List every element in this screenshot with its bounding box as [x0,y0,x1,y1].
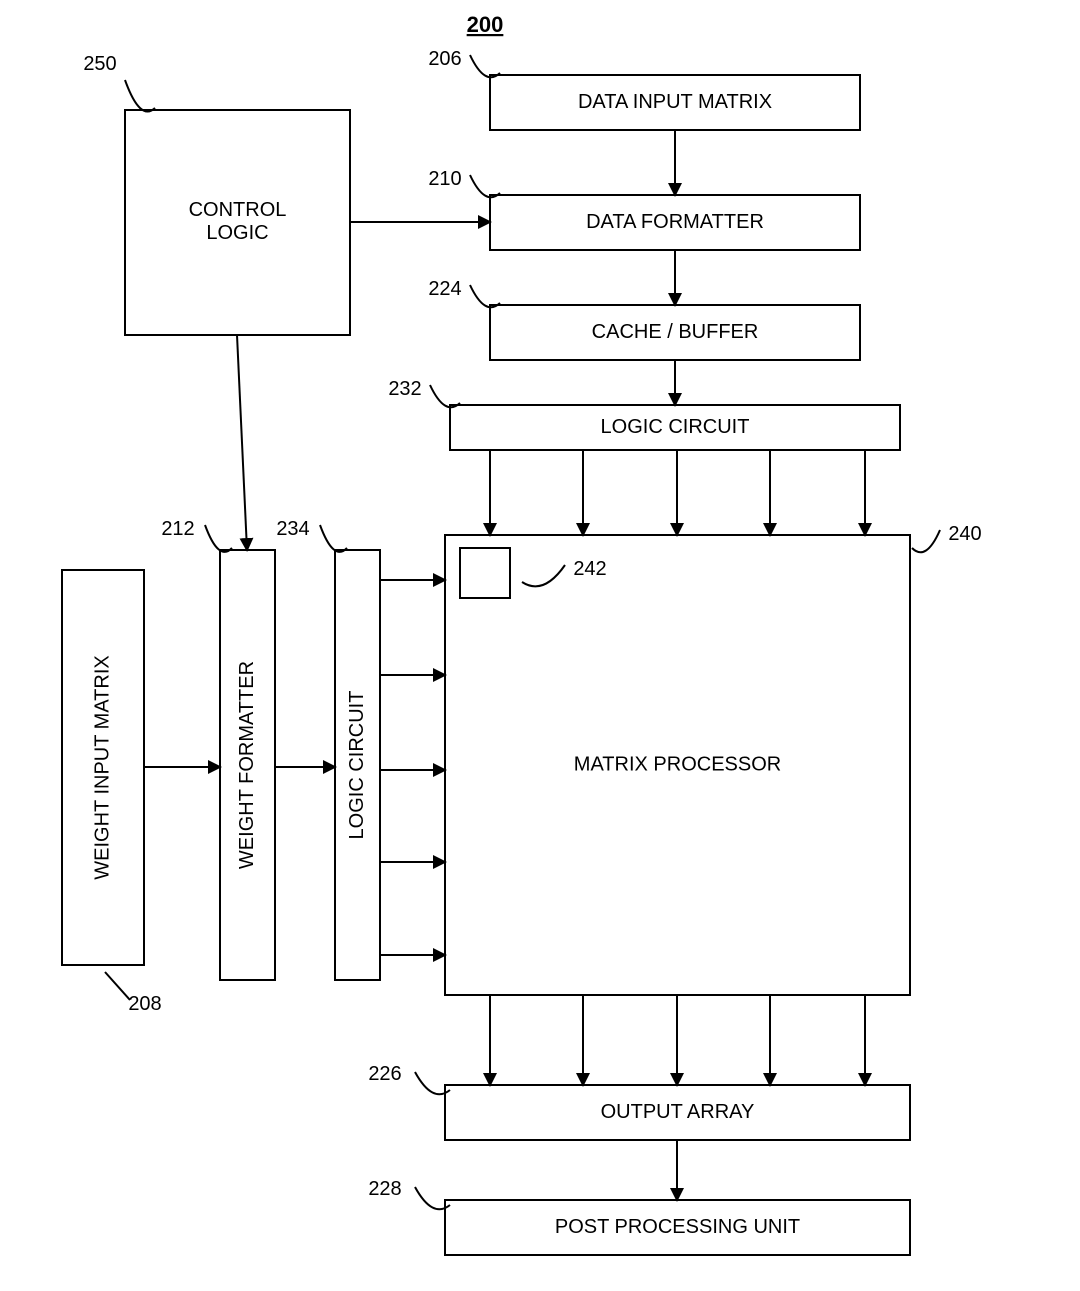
data_input_matrix-label: DATA INPUT MATRIX [578,91,772,113]
ref-232: 232 [388,378,421,400]
leader-232 [430,385,460,407]
ref-226: 226 [368,1063,401,1085]
ref-206: 206 [428,48,461,70]
block-diagram: 200CONTROLLOGICDATA INPUT MATRIXDATA FOR… [0,0,1080,1291]
arrow-control-logic-to-weight-formatter [237,335,247,550]
logic_circuit_h-label: LOGIC CIRCUIT [601,416,750,438]
data_formatter-label: DATA FORMATTER [586,211,764,233]
weight_formatter-label: WEIGHT FORMATTER [236,661,258,869]
leader-210 [470,175,500,197]
leader-240 [912,530,940,552]
output_array-label: OUTPUT ARRAY [601,1101,755,1123]
leader-224 [470,285,500,307]
cache_buffer-label: CACHE / BUFFER [592,321,759,343]
leader-234 [320,525,347,552]
ref-228: 228 [368,1178,401,1200]
ref-250: 250 [83,53,116,75]
ref-208: 208 [128,993,161,1015]
ref-242: 242 [573,558,606,580]
leader-212 [205,525,232,552]
leader-250 [125,80,155,112]
pe-box [460,548,510,598]
ref-234: 234 [276,518,309,540]
leader-208 [105,972,130,1000]
logic_circuit_v-label: LOGIC CIRCUIT [346,691,368,840]
leader-206 [470,55,500,77]
ref-212: 212 [161,518,194,540]
ref-240: 240 [948,523,981,545]
ref-210: 210 [428,168,461,190]
weight_input_matrix-label: WEIGHT INPUT MATRIX [91,655,113,879]
figure-number: 200 [467,12,504,37]
matrix_processor-label: MATRIX PROCESSOR [574,753,781,775]
post_processing-label: POST PROCESSING UNIT [555,1216,800,1238]
ref-224: 224 [428,278,461,300]
